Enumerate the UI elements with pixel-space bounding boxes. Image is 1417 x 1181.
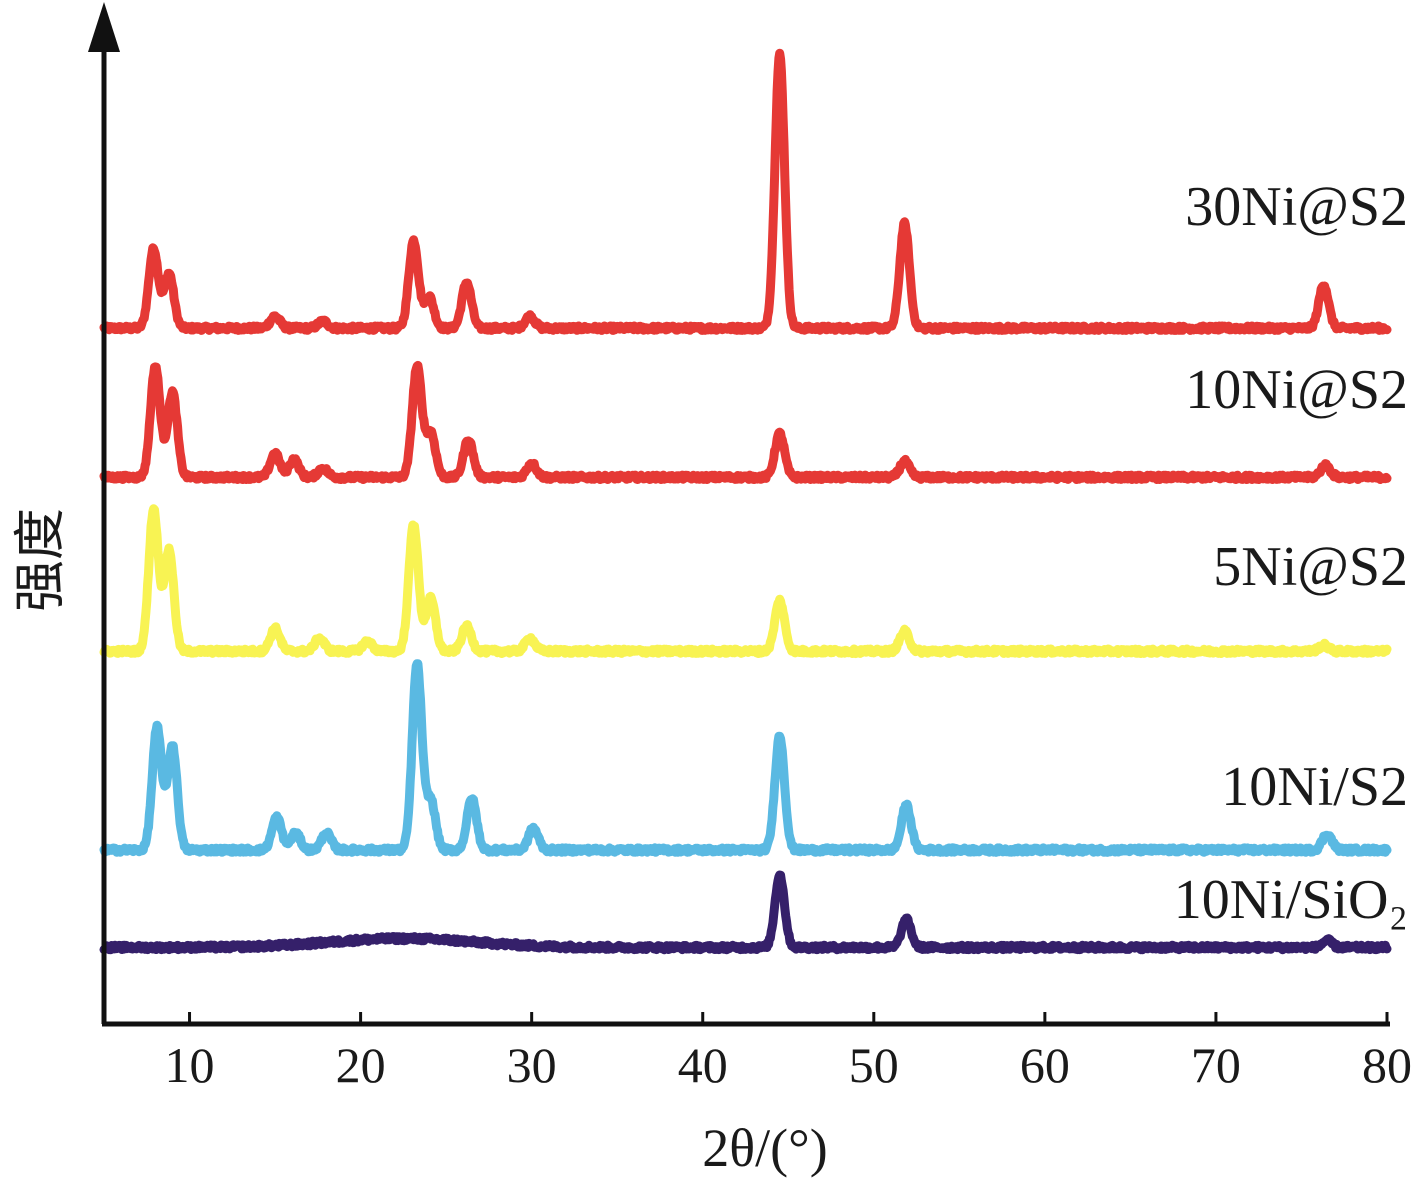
x-tick-label: 50 xyxy=(849,1037,899,1093)
x-tick-label: 80 xyxy=(1362,1037,1412,1093)
series-line-30ni-s2 xyxy=(99,48,1392,335)
series-label-5ni-s2: 5Ni@S2 xyxy=(1213,536,1408,598)
series-label-30ni-s2: 30Ni@S2 xyxy=(1185,176,1408,238)
labels-layer: 30Ni@S2 10Ni@S2 5Ni@S2 10Ni/S2 10Ni/SiO₂ xyxy=(1174,176,1408,931)
series-layer xyxy=(99,48,1392,955)
x-tick-label: 60 xyxy=(1020,1037,1070,1093)
axes-layer xyxy=(88,2,1390,1027)
series-label-10ni-sio2: 10Ni/SiO₂ xyxy=(1174,869,1408,931)
x-tick-label: 20 xyxy=(336,1037,386,1093)
series-line-5ni-s2 xyxy=(99,504,1392,658)
y-axis-arrow xyxy=(88,2,120,52)
series-label-10ni-s2-support: 10Ni/S2 xyxy=(1221,756,1408,818)
y-axis-title: 强度 xyxy=(11,508,71,612)
x-tick-label: 40 xyxy=(678,1037,728,1093)
series-line-10ni-s2-support xyxy=(99,659,1392,857)
x-tick-label: 10 xyxy=(165,1037,215,1093)
x-axis-title: 2θ/(°) xyxy=(702,1118,827,1178)
x-tick-label: 30 xyxy=(507,1037,557,1093)
series-label-10ni-s2: 10Ni@S2 xyxy=(1185,359,1408,421)
x-tick-label: 70 xyxy=(1191,1037,1241,1093)
series-line-10ni-s2 xyxy=(99,360,1392,484)
series-line-10ni-sio2 xyxy=(99,870,1392,955)
ticks-layer: 10 20 30 40 50 60 70 80 xyxy=(165,1012,1412,1093)
